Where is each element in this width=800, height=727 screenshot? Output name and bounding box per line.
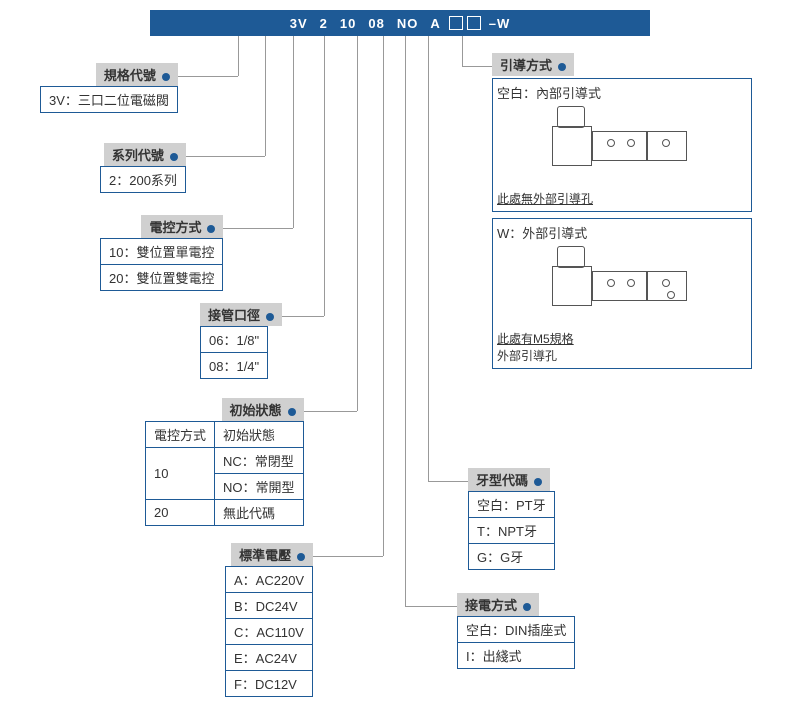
block-pilot-mode: 引導方式 空白：內部引導式 此處無外部引導孔 W：外部引導式 此處有M5規格 外…: [492, 53, 752, 369]
pilot-option-w: W：外部引導式 此處有M5規格 外部引導孔: [492, 218, 752, 369]
leader: [182, 156, 265, 157]
model-code-header: 3V 2 10 08 NO A –W: [150, 10, 650, 36]
cell: F：DC12V: [226, 671, 313, 697]
leader: [265, 36, 266, 156]
cell: 10: [146, 448, 215, 500]
block-initial-state: 初始狀態 電控方式 初始狀態 10 NC：常閉型 NO：常開型 20 無此代碼: [145, 398, 304, 526]
pilot-opt1-label: 空白：內部引導式: [497, 83, 747, 102]
table-port-size: 06：1/8" 08：1/4": [200, 326, 268, 379]
label-thread-code: 牙型代碼: [468, 468, 550, 491]
leader: [405, 36, 406, 606]
valve-sketch-1: [552, 106, 692, 186]
pilot-opt1-note: 此處無外部引導孔: [497, 190, 747, 207]
leader: [462, 36, 463, 66]
label-pilot-mode: 引導方式: [492, 53, 574, 76]
leader: [357, 36, 358, 411]
label-series-code: 系列代號: [104, 143, 186, 166]
block-wiring: 接電方式 空白：DIN插座式 I：出綫式: [457, 593, 575, 669]
cell: G：G牙: [469, 544, 555, 570]
label-initial-state: 初始狀態: [222, 398, 304, 421]
table-spec-code: 3V：三口二位電磁閥: [40, 86, 178, 113]
pilot-opt2-label: W：外部引導式: [497, 223, 747, 242]
leader: [174, 76, 238, 77]
leader: [462, 66, 492, 67]
leader: [428, 36, 429, 481]
code-seg-3v: 3V: [286, 16, 312, 31]
cell: T：NPT牙: [469, 518, 555, 544]
leader: [324, 36, 325, 316]
table-wiring: 空白：DIN插座式 I：出綫式: [457, 616, 575, 669]
block-voltage: 標準電壓 A：AC220V B：DC24V C：AC110V E：AC24V F…: [225, 543, 313, 697]
code-seg-a: A: [426, 16, 444, 31]
block-port-size: 接管口徑 06：1/8" 08：1/4": [200, 303, 282, 379]
cell: 10：雙位置單電控: [101, 239, 223, 265]
block-spec-code: 規格代號 3V：三口二位電磁閥: [40, 63, 178, 113]
cell: 無此代碼: [215, 500, 304, 526]
cell: 2：200系列: [101, 167, 186, 193]
leader: [212, 228, 293, 229]
cell: 電控方式: [146, 422, 215, 448]
leader: [293, 36, 294, 228]
table-thread-code: 空白：PT牙 T：NPT牙 G：G牙: [468, 491, 555, 570]
blank-box-2: [467, 16, 481, 30]
cell: 08：1/4": [201, 353, 268, 379]
table-initial-state: 電控方式 初始狀態 10 NC：常閉型 NO：常開型 20 無此代碼: [145, 421, 304, 526]
leader: [428, 481, 468, 482]
cell: 20：雙位置雙電控: [101, 265, 223, 291]
table-voltage: A：AC220V B：DC24V C：AC110V E：AC24V F：DC12…: [225, 566, 313, 697]
cell: I：出綫式: [458, 643, 575, 669]
cell: NO：常開型: [215, 474, 304, 500]
blank-box-1: [449, 16, 463, 30]
label-spec-code: 規格代號: [96, 63, 178, 86]
label-voltage: 標準電壓: [231, 543, 313, 566]
cell: 空白：PT牙: [469, 492, 555, 518]
cell: 20: [146, 500, 215, 526]
table-control-mode: 10：雙位置單電控 20：雙位置雙電控: [100, 238, 223, 291]
block-series-code: 系列代號 2：200系列: [100, 143, 186, 193]
cell: 空白：DIN插座式: [458, 617, 575, 643]
label-port-size: 接管口徑: [200, 303, 282, 326]
cell: C：AC110V: [226, 619, 313, 645]
leader: [383, 36, 384, 556]
cell: A：AC220V: [226, 567, 313, 593]
table-series-code: 2：200系列: [100, 166, 186, 193]
cell: 3V：三口二位電磁閥: [41, 87, 178, 113]
code-seg-2: 2: [316, 16, 332, 31]
code-seg-10: 10: [336, 16, 360, 31]
leader: [238, 36, 239, 76]
cell: 初始狀態: [215, 422, 304, 448]
code-seg-w: –W: [485, 16, 515, 31]
valve-sketch-2: [552, 246, 692, 326]
code-seg-no: NO: [393, 16, 423, 31]
cell: NC：常閉型: [215, 448, 304, 474]
cell: E：AC24V: [226, 645, 313, 671]
cell: B：DC24V: [226, 593, 313, 619]
block-control-mode: 電控方式 10：雙位置單電控 20：雙位置雙電控: [100, 215, 223, 291]
pilot-option-blank: 空白：內部引導式 此處無外部引導孔: [492, 78, 752, 212]
leader: [405, 606, 457, 607]
pilot-opt2-note2: 外部引導孔: [497, 347, 747, 364]
pilot-opt2-note1: 此處有M5規格: [497, 330, 747, 347]
label-wiring: 接電方式: [457, 593, 539, 616]
block-thread-code: 牙型代碼 空白：PT牙 T：NPT牙 G：G牙: [468, 468, 555, 570]
label-control-mode: 電控方式: [141, 215, 223, 238]
code-seg-08: 08: [364, 16, 388, 31]
cell: 06：1/8": [201, 327, 268, 353]
